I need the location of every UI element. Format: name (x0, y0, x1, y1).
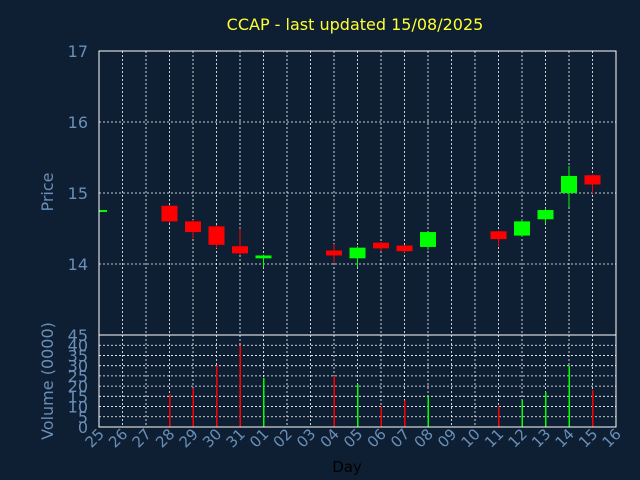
day-tick-label: 12 (505, 425, 531, 451)
volume-bar-29 (192, 388, 194, 427)
candle-01 (255, 254, 272, 268)
candle-body (373, 242, 389, 249)
day-tick-label: 14 (552, 425, 578, 451)
candle-29 (185, 219, 201, 239)
volume-tick-label: 5 (78, 408, 88, 427)
day-tick-label: 30 (199, 425, 225, 451)
volume-tick-label: 25 (68, 367, 88, 386)
candle-14 (561, 166, 577, 208)
volume-bar-04 (333, 375, 335, 427)
candle-25 (98, 210, 107, 213)
x-axis-label: Day (332, 458, 362, 476)
day-tick-label: 15 (575, 425, 601, 451)
day-tick-label: 06 (364, 425, 390, 451)
candle-07 (396, 244, 413, 253)
candle-body (208, 226, 225, 245)
day-tick-label: 26 (105, 425, 131, 451)
volume-bar-28 (169, 394, 171, 427)
volume-bar-31 (239, 345, 241, 427)
day-tick-label: 28 (152, 425, 178, 451)
day-tick-label: 31 (223, 425, 249, 451)
volume-bar-15 (592, 390, 594, 427)
volume-bar-08 (427, 396, 429, 427)
candle-04 (326, 244, 342, 263)
volume-bar-13 (545, 392, 547, 427)
day-tick-label: 11 (481, 425, 507, 451)
candle-body (255, 255, 272, 259)
volume-tick-label: 15 (68, 387, 88, 406)
volume-bar-30 (216, 365, 218, 427)
volume-bar-07 (404, 400, 406, 427)
candle-06 (373, 241, 389, 252)
day-tick-label: 09 (434, 425, 460, 451)
volume-tick-label: 40 (68, 336, 88, 355)
volume-bar-12 (521, 400, 523, 427)
price-tick-labels: 14 15 16 17 (68, 42, 88, 274)
volume-tick-label: 20 (68, 377, 88, 396)
volume-tick-label: 45 (68, 326, 88, 345)
day-tick-label: 27 (129, 425, 155, 451)
price-tick-label: 16 (68, 113, 88, 132)
candle-28 (161, 205, 178, 223)
volume-panel-frame (98, 334, 617, 428)
candlestick-series (98, 166, 601, 268)
candle-body (349, 247, 366, 259)
volume-bar-01 (263, 377, 265, 427)
volume-tick-label: 35 (68, 346, 88, 365)
candle-08 (420, 232, 436, 250)
candle-12 (514, 219, 530, 238)
volume-series (169, 345, 594, 427)
candle-body (514, 221, 530, 236)
candle-body (490, 231, 507, 240)
day-tick-label: 13 (528, 425, 554, 451)
price-grid (99, 51, 616, 335)
volume-axis-label: Volume (0000) (38, 322, 57, 440)
day-tick-label: 01 (246, 425, 272, 451)
candle-body (232, 246, 248, 254)
candle-11 (490, 230, 507, 247)
price-axis-label: Price (38, 172, 57, 211)
price-tick-label: 14 (68, 255, 88, 274)
day-tick-label: 03 (293, 425, 319, 451)
day-tick-label: 16 (599, 425, 625, 451)
volume-bar-05 (357, 384, 359, 427)
candle-31 (232, 228, 248, 255)
volume-bar-06 (380, 406, 382, 427)
candle-15 (584, 174, 601, 193)
day-tick-label: 05 (340, 425, 366, 451)
day-tick-label: 29 (176, 425, 202, 451)
volume-tick-label: 10 (68, 398, 88, 417)
volume-tick-label: 0 (78, 418, 88, 437)
day-tick-label: 08 (411, 425, 437, 451)
candle-body (584, 175, 601, 185)
day-tick-label: 10 (458, 425, 484, 451)
candle-body (99, 210, 107, 213)
candle-body (185, 221, 201, 233)
day-tick-label: 07 (387, 425, 413, 451)
candle-body (420, 232, 436, 247)
volume-tick-label: 30 (68, 357, 88, 376)
day-tick-labels: 2526272829303101020304050607080910111213… (82, 425, 625, 451)
candle-30 (208, 224, 225, 249)
volume-bar-11 (498, 406, 500, 427)
candle-body (537, 210, 554, 220)
candle-body (561, 175, 577, 193)
volume-bar-14 (568, 365, 570, 427)
price-tick-label: 15 (68, 184, 88, 203)
candle-05 (349, 246, 366, 268)
candle-13 (537, 207, 554, 224)
chart-title: CCAP - last updated 15/08/2025 (227, 15, 484, 34)
candle-body (161, 205, 178, 222)
day-tick-label: 04 (317, 425, 343, 451)
price-tick-label: 17 (68, 42, 88, 61)
candle-body (396, 245, 413, 252)
day-tick-label: 02 (270, 425, 296, 451)
candle-body (326, 250, 342, 256)
